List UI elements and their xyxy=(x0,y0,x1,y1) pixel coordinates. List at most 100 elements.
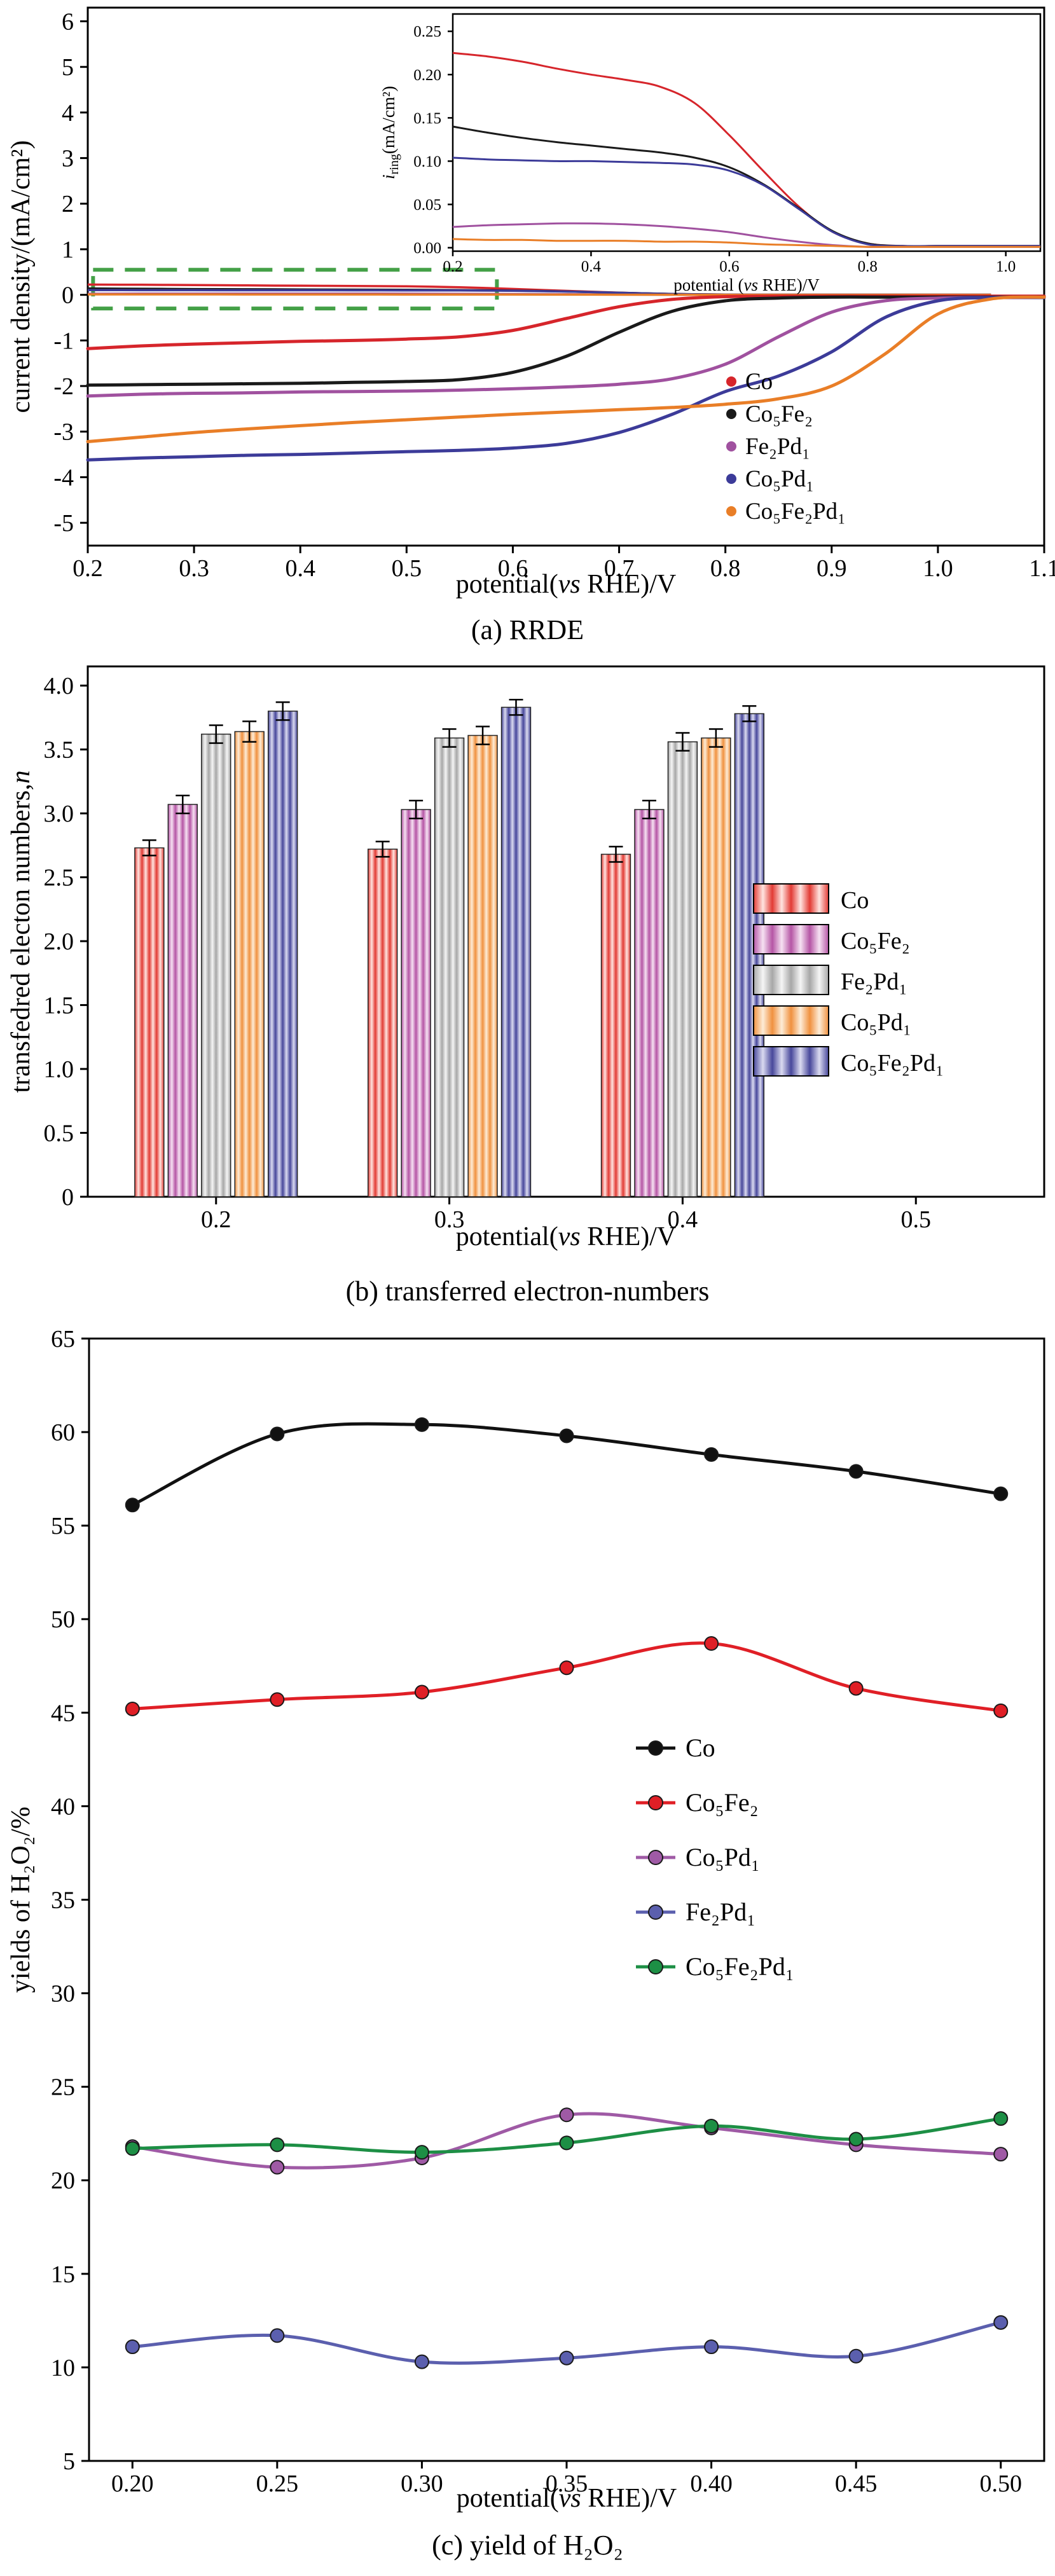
y-tick-label: 10 xyxy=(51,2355,75,2381)
y-tick-label: 40 xyxy=(51,1793,75,1820)
y-tick-label: 0.00 xyxy=(413,240,441,257)
legend-label: Co₅Fe₂Pd₁ xyxy=(745,499,846,525)
x-axis-label: potential(vs RHE)/V xyxy=(457,2484,677,2513)
y-tick-label: -5 xyxy=(53,510,74,537)
y-tick-label: 50 xyxy=(51,1606,75,1633)
legend-marker xyxy=(726,441,736,451)
x-tick-label: 0.8 xyxy=(858,258,878,275)
y-tick-label: 1 xyxy=(62,237,74,263)
bar-Fe₂Pd₁-0.4 xyxy=(667,741,698,1197)
y-tick-label: 3 xyxy=(62,146,74,172)
marker-Fe₂Pd₁ xyxy=(559,2350,574,2366)
panel-c: 0.20 0.25 0.30 0.35 0.40 0.45 0.50 5 10 15 20 25 30 3… xyxy=(0,1316,1055,2576)
legend-swatch xyxy=(753,965,829,995)
legend-label: Co₅Fe₂Pd₁ xyxy=(841,1050,944,1077)
legend-label: Co₅Fe₂ xyxy=(745,401,813,427)
y-tick-label: -3 xyxy=(53,419,74,446)
x-tick-label: 0.30 xyxy=(401,2470,443,2497)
y-tick-label: -4 xyxy=(53,464,74,491)
marker-Fe₂Pd₁ xyxy=(848,2348,864,2364)
plot-box xyxy=(452,13,1042,252)
bar-Co₅Fe₂Pd₁-0.3 xyxy=(500,706,532,1197)
legend-swatch xyxy=(753,1005,829,1036)
y-tick-label: 0.20 xyxy=(413,67,441,84)
bar-Co-0.4 xyxy=(600,853,631,1197)
bar-Co₅Fe₂-0.2 xyxy=(167,804,198,1197)
y-axis-label: transfedred electon numbers,n xyxy=(6,770,36,1092)
bar-Co₅Pd₁-0.4 xyxy=(701,737,731,1197)
y-tick-label: 0.5 xyxy=(44,1120,74,1147)
marker-Co xyxy=(848,1464,864,1479)
y-tick-label: 5 xyxy=(63,2448,75,2475)
panel-c-caption: (c) yield of H₂O₂ xyxy=(432,2530,623,2561)
legend-label: Co₅Fe₂Pd₁ xyxy=(686,1952,794,1981)
bar-Fe₂Pd₁-0.3 xyxy=(434,737,465,1197)
bar-Co₅Pd₁-0.3 xyxy=(467,734,498,1197)
x-tick-label: 0.2 xyxy=(201,1206,231,1233)
legend-label: Co₅Fe₂ xyxy=(841,928,910,954)
marker-Fe₂Pd₁ xyxy=(993,2315,1009,2330)
marker-Co₅Fe₂Pd₁ xyxy=(270,2137,285,2152)
marker-Fe₂Pd₁ xyxy=(125,2339,140,2355)
x-tick-label: 0.20 xyxy=(111,2470,154,2497)
legend-swatch xyxy=(753,1046,829,1077)
bar-Co₅Fe₂-0.3 xyxy=(401,809,431,1197)
x-tick-label: 0.6 xyxy=(498,555,528,582)
y-tick-label: 15 xyxy=(51,2261,75,2288)
y-tick-label: 4 xyxy=(62,100,74,127)
rrde-chart: 0.2 0.3 0.4 0.5 0.6 0.7 0.8 0.9 1.0 1.1 6 5 4 3 2 1 0 -1 -… xyxy=(0,0,1055,610)
x-tick-label: 1.1 xyxy=(1029,555,1055,582)
electron-numbers-chart: 0.2 0.3 0.4 0.5 0 0.5 1.0 1.5 2.0 2.5 3.0 3.5 4.0 tra… xyxy=(0,655,1055,1272)
legend-label: Co xyxy=(841,887,869,914)
legend-label: Co₅Pd₁ xyxy=(841,1009,911,1036)
legend-marker xyxy=(726,474,736,484)
x-tick-label: 0.5 xyxy=(900,1206,931,1233)
legend-label: Co₅Pd₁ xyxy=(686,1843,760,1871)
panel-a: 0.2 0.3 0.4 0.5 0.6 0.7 0.8 0.9 1.0 1.1 6 5 4 3 2 1 0 -1 -… xyxy=(0,0,1055,655)
y-tick-label: 25 xyxy=(51,2074,75,2101)
legend-marker xyxy=(726,376,736,387)
bar-Co₅Fe₂-0.4 xyxy=(634,809,665,1197)
y-axis-label: current density/(mA/cm²) xyxy=(6,141,36,413)
x-tick-label: 0.50 xyxy=(979,2470,1022,2497)
bar-Co-0.2 xyxy=(134,847,165,1197)
y-tick-label: 45 xyxy=(51,1700,75,1726)
x-tick-label: 0.5 xyxy=(392,555,422,582)
y-tick-label: 30 xyxy=(51,1981,75,2008)
marker-Co xyxy=(125,1498,140,1513)
x-tick-label: 0.4 xyxy=(285,555,315,582)
disk-current-Co₅Fe₂Pd₁ xyxy=(86,295,1046,443)
legend-marker xyxy=(648,1740,663,1756)
y-tick-label: 2.0 xyxy=(44,928,74,955)
marker-Co₅Fe₂ xyxy=(559,1660,574,1676)
y-tick-label: 0.10 xyxy=(413,153,441,170)
x-tick-label: 0.4 xyxy=(581,258,602,275)
marker-Co xyxy=(270,1426,285,1442)
y-tick-label: 65 xyxy=(51,1326,75,1353)
x-tick-label: 0.2 xyxy=(443,258,462,275)
marker-Co₅Pd₁ xyxy=(993,2147,1009,2162)
y-tick-label: 35 xyxy=(51,1887,75,1913)
marker-Co₅Fe₂ xyxy=(125,1701,140,1716)
y-tick-label: 3.0 xyxy=(44,801,74,827)
marker-Co₅Pd₁ xyxy=(559,2107,574,2123)
x-tick-label: 0.3 xyxy=(179,555,209,582)
y-tick-label: 5 xyxy=(62,54,74,81)
legend-marker xyxy=(726,409,736,419)
legend-marker xyxy=(648,1904,663,1920)
y-tick-label: 60 xyxy=(51,1419,75,1446)
legend-swatch xyxy=(753,883,829,914)
plot-box xyxy=(86,665,1045,1198)
y-tick-label: 20 xyxy=(51,2168,75,2194)
y-tick-label: 2.5 xyxy=(44,865,74,892)
marker-Co₅Fe₂ xyxy=(993,1703,1009,1718)
marker-Co₅Fe₂Pd₁ xyxy=(848,2132,864,2147)
y-tick-label: 6 xyxy=(62,8,74,35)
y-tick-label: 0 xyxy=(62,1184,74,1211)
y-tick-label: 4.0 xyxy=(44,673,74,699)
x-tick-label: 0.40 xyxy=(690,2470,733,2497)
x-tick-label: 1.0 xyxy=(923,555,953,582)
disk-current-Co₅Fe₂ xyxy=(86,295,1046,387)
x-tick-label: 0.45 xyxy=(835,2470,878,2497)
